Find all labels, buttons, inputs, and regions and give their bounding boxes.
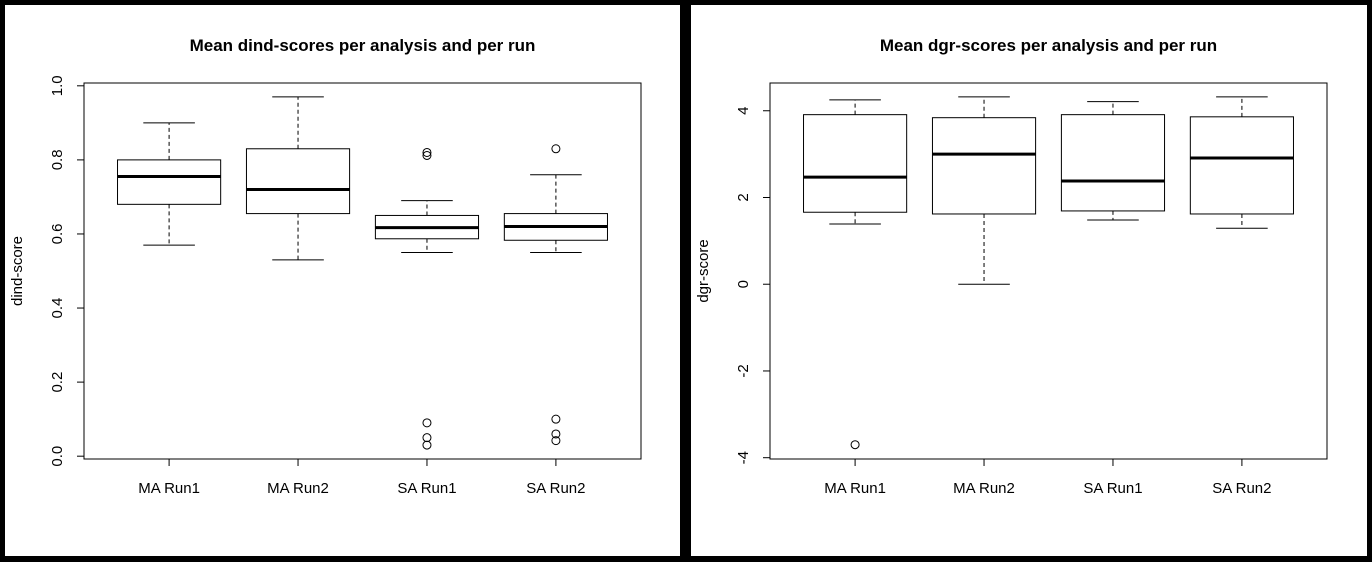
y-tick-label: 0.8: [49, 149, 66, 170]
y-axis-label: dind-score: [9, 236, 26, 306]
outlier: [422, 150, 432, 160]
y-tick-label: 4: [735, 107, 752, 115]
box: [803, 114, 908, 213]
y-tick-label: 0.0: [49, 446, 66, 467]
y-tick-label: 0.6: [49, 224, 66, 245]
chart-panel: Mean dgr-scores per analysis and per run…: [691, 5, 1367, 556]
outlier: [422, 147, 432, 157]
box: [245, 148, 351, 215]
box: [117, 159, 222, 205]
outlier: [551, 436, 561, 446]
plot-frame: [769, 82, 1328, 460]
outlier: [422, 440, 432, 450]
chart-panel: Mean dind-scores per analysis and per ru…: [5, 5, 680, 556]
outlier: [551, 144, 561, 154]
x-tick-label: MA Run2: [267, 480, 329, 497]
box: [1060, 114, 1166, 212]
x-tick-label: MA Run1: [824, 480, 886, 497]
y-tick-label: -4: [735, 451, 752, 464]
y-tick-label: 0: [735, 280, 752, 288]
box: [931, 117, 1037, 215]
outlier: [422, 433, 432, 443]
x-tick-label: SA Run1: [397, 480, 456, 497]
box: [1189, 116, 1294, 215]
outlier: [551, 429, 561, 439]
outlier: [551, 414, 561, 424]
x-tick-label: SA Run1: [1083, 480, 1142, 497]
y-tick-label: 2: [735, 193, 752, 201]
x-tick-label: MA Run2: [953, 480, 1015, 497]
x-tick-label: MA Run1: [138, 480, 200, 497]
y-axis-label: dgr-score: [695, 239, 712, 302]
x-tick-label: SA Run2: [1212, 480, 1271, 497]
outlier: [850, 440, 860, 450]
chart-title: Mean dind-scores per analysis and per ru…: [190, 36, 536, 55]
plot-frame: [83, 82, 642, 460]
y-tick-label: 0.4: [49, 298, 66, 319]
y-tick-label: -2: [735, 364, 752, 377]
y-tick-label: 0.2: [49, 372, 66, 393]
chart-title: Mean dgr-scores per analysis and per run: [880, 36, 1217, 55]
outlier: [422, 418, 432, 428]
y-tick-label: 1.0: [49, 75, 66, 96]
x-tick-label: SA Run2: [526, 480, 585, 497]
